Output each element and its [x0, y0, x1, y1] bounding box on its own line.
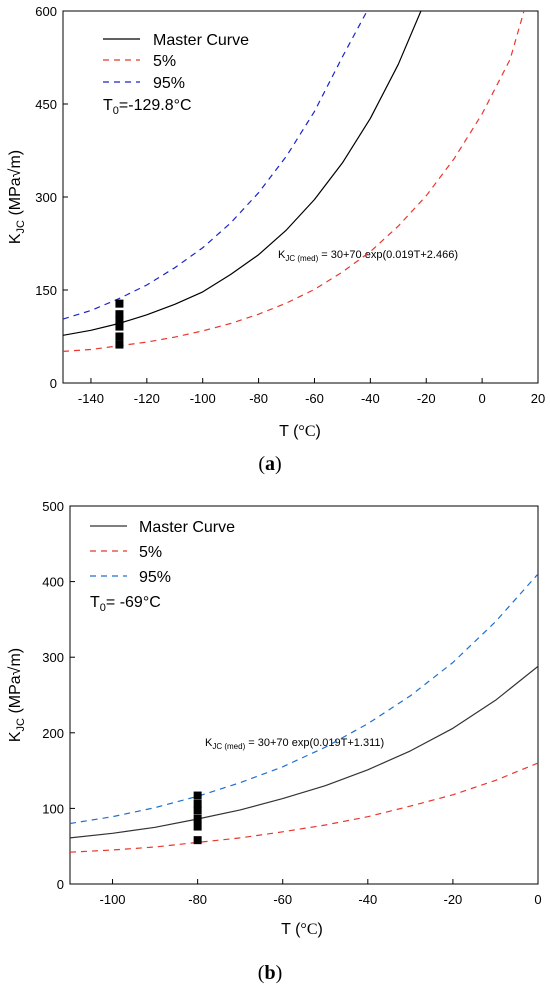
y-axis-label-sub: JC: [15, 220, 27, 234]
y-axis-label-rest: (MPa√m): [7, 648, 24, 718]
x-axis-label-b: T (°C): [281, 921, 323, 938]
y-tick-label: 0: [50, 376, 57, 391]
y-tick-label: 450: [35, 97, 57, 112]
y-axis-label-a: KJC (MPa√m): [7, 150, 27, 244]
t0-sub: 0: [113, 105, 119, 117]
x-tick-label: -80: [249, 391, 268, 406]
equation-prefix: K: [205, 737, 213, 749]
plot-frame: [62, 10, 539, 384]
y-axis-label-main: K: [7, 233, 24, 244]
x-axis-label-unit: °C: [300, 921, 317, 938]
x-tick-label: -100: [100, 892, 126, 907]
svg-text:KJC (MPa√m): KJC (MPa√m): [7, 150, 27, 244]
data-point: [193, 806, 202, 815]
t0-text: =-129.8°C: [119, 97, 192, 114]
t0-label-b: T0= -69°C: [90, 594, 161, 614]
data-point: [193, 836, 202, 845]
y-tick-label: 150: [35, 283, 57, 298]
data-point: [115, 299, 124, 308]
x-tick-label: 20: [531, 391, 545, 406]
x-axis-label-unit: °C: [298, 423, 315, 440]
legend-a: Master Curve 5% 95% T0=-129.8°C: [103, 32, 249, 117]
y-tick-label: 500: [42, 499, 64, 514]
x-axis-label-close: ): [316, 423, 321, 440]
series-line-5pct: [63, 11, 525, 352]
x-tick-label: -80: [188, 892, 207, 907]
x-axis-label-a: T (°C): [279, 423, 321, 440]
data-point: [193, 791, 202, 800]
y-axis-label-b: KJC (MPa√m): [7, 648, 27, 742]
t0-text: = -69°C: [106, 594, 161, 611]
equation-sub: JC (med): [212, 742, 245, 751]
panel-label-b: (b): [258, 962, 282, 984]
equation-annotation-a: KJC (med) = 30+70 exp(0.019T+2.466): [278, 249, 458, 263]
y-tick-label: 300: [42, 650, 64, 665]
equation-annotation-b: KJC (med) = 30+70 exp(0.019T+1.311): [205, 737, 384, 751]
legend-label-master-curve: Master Curve: [153, 32, 249, 49]
y-tick-label: 400: [42, 575, 64, 590]
data-point: [193, 814, 202, 823]
y-axis-label-main: K: [7, 731, 24, 742]
equation-text: = 30+70 exp(0.019T+2.466): [318, 249, 458, 261]
legend-label-master-curve: Master Curve: [139, 519, 235, 536]
series-line-95pct: [63, 11, 368, 320]
t0-sub: 0: [100, 602, 106, 614]
x-tick-label: -40: [361, 391, 380, 406]
data-point: [115, 322, 124, 331]
plot-frame: [69, 505, 539, 885]
series-line-95pct: [70, 573, 538, 825]
x-tick-label: -140: [78, 391, 104, 406]
legend-label-5pct: 5%: [139, 544, 162, 561]
x-tick-label: -40: [358, 892, 377, 907]
series-line-master-curve: [70, 665, 538, 839]
t0-prefix: T: [103, 97, 113, 114]
x-tick-label: -60: [273, 892, 292, 907]
series-line-master-curve: [63, 11, 422, 336]
x-tick-label: -20: [417, 391, 436, 406]
y-tick-label: 600: [35, 4, 57, 19]
y-tick-label: 0: [57, 877, 64, 892]
equation-sub: JC (med): [285, 254, 318, 263]
legend-label-95pct: 95%: [153, 75, 185, 92]
svg-text:KJC (MPa√m): KJC (MPa√m): [7, 648, 27, 742]
legend-label-95pct: 95%: [139, 569, 171, 586]
data-point: [193, 822, 202, 831]
y-axis-label-rest: (MPa√m): [7, 150, 24, 220]
data-point: [115, 340, 124, 349]
x-axis-label-main: T (: [281, 921, 301, 938]
x-axis-label-main: T (: [279, 423, 299, 440]
t0-prefix: T: [90, 594, 100, 611]
legend-label-5pct: 5%: [153, 53, 176, 70]
x-tick-label: -20: [444, 892, 463, 907]
equation-text: = 30+70 exp(0.019T+1.311): [245, 737, 384, 749]
panel-letter-b: b: [264, 962, 275, 984]
data-point: [115, 310, 124, 319]
x-tick-label: -100: [190, 391, 216, 406]
series-line-5pct: [70, 762, 538, 853]
x-tick-label: -120: [134, 391, 160, 406]
data-point: [115, 316, 124, 325]
x-tick-label: 0: [534, 892, 541, 907]
x-tick-label: 0: [479, 391, 486, 406]
panel-label-a: (a): [258, 453, 281, 475]
y-axis-label-sub: JC: [15, 718, 27, 732]
x-tick-label: -60: [305, 391, 324, 406]
chart-panel-b: KJC (MPa√m) T (°C) Master Curve 5% 95% T…: [7, 499, 542, 984]
data-point: [115, 332, 124, 341]
chart-panel-a: KJC (MPa√m) T (°C) Master Curve 5% 95% T…: [7, 4, 545, 475]
y-tick-label: 200: [42, 726, 64, 741]
panel-letter-a: a: [265, 453, 275, 475]
equation-prefix: K: [278, 249, 286, 261]
x-axis-label-close: ): [318, 921, 323, 938]
y-tick-label: 100: [42, 801, 64, 816]
legend-b: Master Curve 5% 95% T0= -69°C: [90, 519, 235, 614]
data-point: [193, 799, 202, 808]
y-tick-label: 300: [35, 190, 57, 205]
t0-label-a: T0=-129.8°C: [103, 97, 192, 117]
